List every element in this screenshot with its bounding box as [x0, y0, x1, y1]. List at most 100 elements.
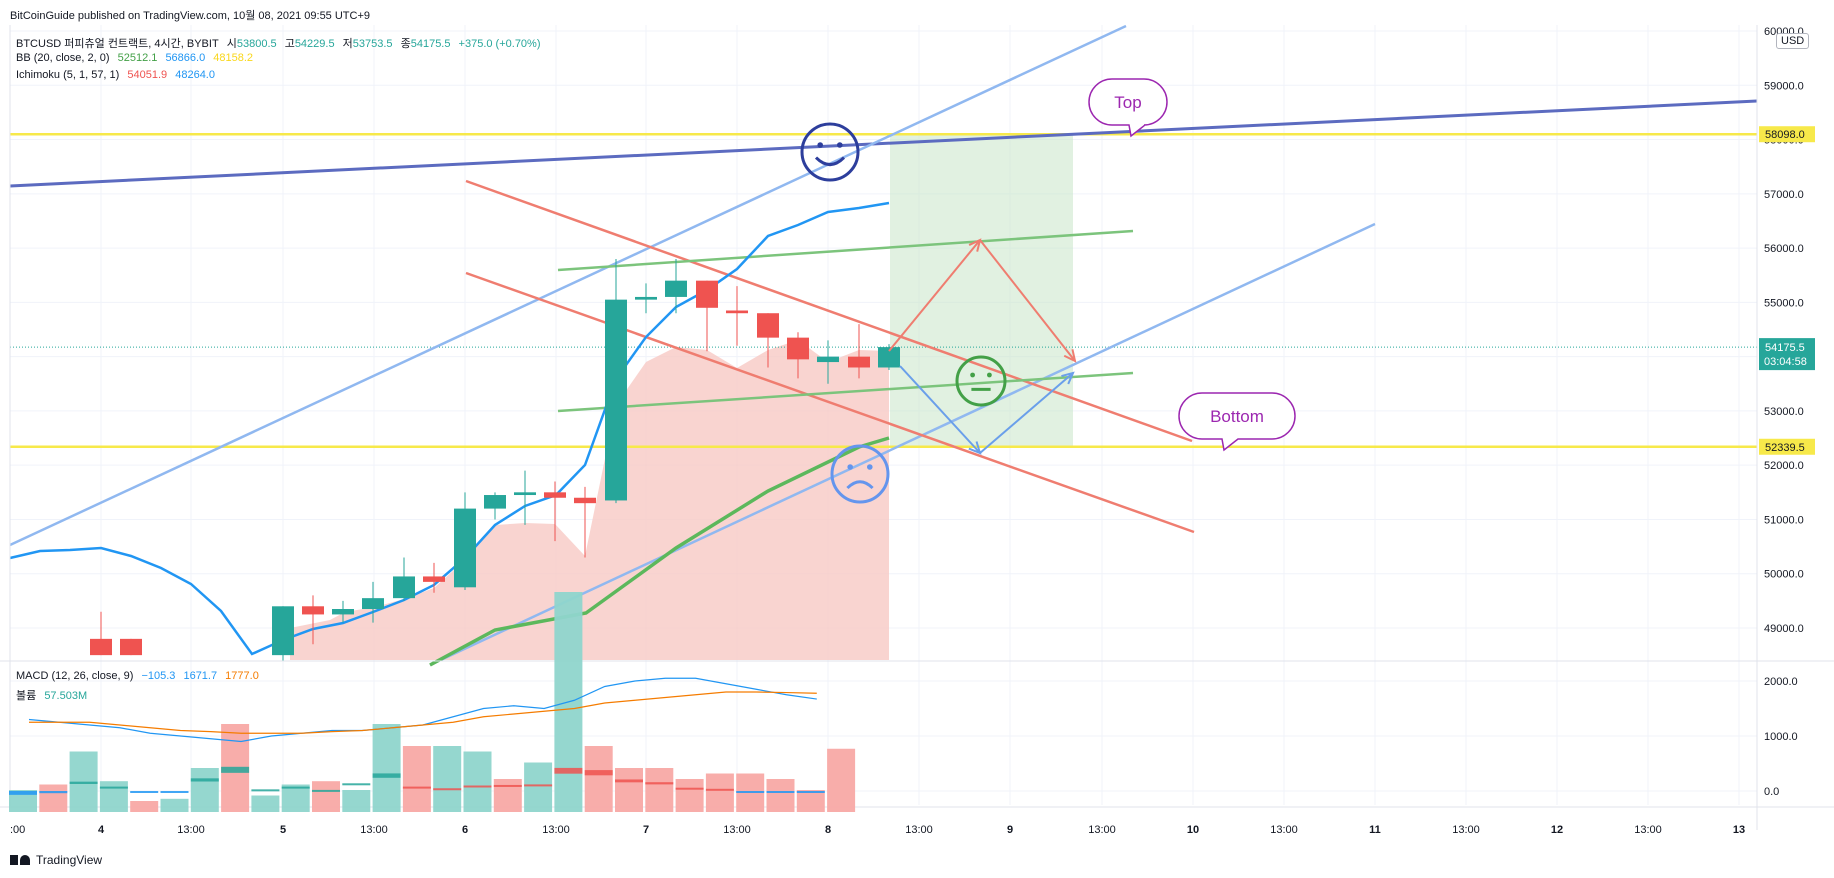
footer-brand[interactable]: TradingView — [10, 853, 102, 867]
legend-close-label: 종 — [400, 38, 411, 50]
legend-ichimoku-row[interactable]: Ichimoku (5, 1, 57, 1) 54051.9 48264.0 — [16, 69, 220, 81]
macd-hist-bar — [615, 779, 643, 783]
price-tick-label: 49000.0 — [1764, 623, 1804, 635]
neutral-smiley-icon-face — [955, 355, 1007, 407]
volume-bar — [796, 790, 825, 812]
volume-bar — [372, 724, 401, 812]
macd-hist-bar — [160, 791, 189, 793]
legend-low-label: 저 — [342, 38, 353, 50]
price-axis: 60000.059000.058000.057000.056000.055000… — [1764, 26, 1804, 635]
legend-ichimoku-v2: 48264.0 — [175, 69, 215, 81]
price-tick-label: 57000.0 — [1764, 189, 1804, 201]
volume-bar — [190, 768, 219, 812]
volume-bar — [705, 773, 734, 812]
volume-bar — [645, 768, 674, 812]
macd-hist-bar — [645, 782, 674, 785]
legend-volume-row[interactable]: 볼륨 57.503M — [16, 687, 92, 703]
green-upper-line — [557, 229, 1134, 272]
price-tick-label: 51000.0 — [1764, 514, 1804, 526]
legend-close: 54175.5 — [410, 38, 451, 50]
countdown-label: 03:04:58 — [1764, 356, 1807, 368]
time-tick-label: 10 — [1187, 824, 1199, 836]
lower-channel-line — [429, 222, 1376, 667]
time-tick-label: 13:00 — [1452, 824, 1480, 836]
candle-body — [605, 299, 627, 501]
macd-hist-bar — [736, 791, 765, 793]
volume-bar — [584, 746, 613, 812]
candle-body — [696, 280, 718, 308]
legend-bb-lower: 48158.2 — [213, 52, 254, 64]
recovery-projection-arrow — [979, 372, 1074, 454]
macd-hist-bar — [766, 791, 795, 793]
legend-symbol[interactable]: BTCUSD 퍼피츄얼 컨트랙트, 4시간, BYBIT — [16, 38, 219, 50]
macd-hist-bar — [402, 786, 431, 789]
bottom-callout: Bottom — [1178, 392, 1296, 452]
legend-change: +375.0 (+0.70%) — [458, 38, 541, 50]
lower-descending-line — [465, 271, 1195, 534]
time-tick-label: 9 — [1007, 824, 1013, 836]
time-axis: :00 4 13:00 5 13:00 6 13:00 7 13:00 8 13:00 9 13:00 1… — [10, 824, 1745, 836]
macd-hist-bar — [675, 787, 704, 790]
legend-bb-row[interactable]: BB (20, close, 2, 0) 52512.1 56866.0 481… — [16, 52, 258, 64]
candle-body — [848, 356, 870, 368]
macd-hist-bar — [251, 789, 280, 792]
time-tick-label: 5 — [280, 824, 286, 836]
sad-smiley-icon-eye-left — [847, 464, 853, 470]
ichimoku-cloud — [290, 340, 889, 660]
candle-body — [423, 576, 445, 582]
candle-body — [393, 576, 415, 599]
time-tick-label: 13:00 — [360, 824, 388, 836]
macd-hist-bar — [493, 784, 522, 787]
top-level-label: 58098.0 — [1765, 129, 1805, 141]
bottom-level-label: 52339.5 — [1765, 442, 1805, 454]
macd-hist-bar — [281, 786, 310, 789]
macd-hist-bar — [130, 791, 159, 793]
time-tick-label: 12 — [1551, 824, 1563, 836]
happy-smiley-icon-eye-left — [817, 142, 823, 148]
volume-bar — [281, 784, 310, 812]
sad-smiley-icon-face — [830, 444, 890, 504]
bottom-level-label-bg — [1759, 438, 1815, 455]
legend-open: 53800.5 — [236, 38, 277, 50]
upper-descending-line — [465, 179, 1193, 443]
legend-open-label: 시 — [226, 38, 237, 50]
target-zone-box — [890, 134, 1073, 447]
happy-smiley-icon — [800, 122, 860, 182]
macd-line — [28, 677, 817, 743]
footer-brand-label: TradingView — [36, 853, 103, 867]
top-callout: Top — [1088, 78, 1168, 138]
volume-bar — [433, 746, 462, 812]
legend-low: 53753.5 — [352, 38, 393, 50]
price-tick-label: 55000.0 — [1764, 297, 1804, 309]
legend-macd-row[interactable]: MACD (12, 26, close, 9) −105.3 1671.7 17… — [16, 670, 264, 682]
candle-body — [817, 356, 839, 363]
price-tick-label: 53000.0 — [1764, 406, 1804, 418]
macd-hist-bar — [312, 789, 340, 792]
macd-hist-bar — [705, 788, 734, 791]
down-projection-arrow — [979, 239, 1076, 362]
macd-pane — [9, 592, 856, 812]
legend-bb-upper: 56866.0 — [165, 52, 206, 64]
neutral-smiley-icon — [955, 355, 1007, 407]
bottom-callout-text: Bottom — [1210, 407, 1264, 426]
candle-body — [544, 492, 566, 498]
dip-projection-arrow — [899, 365, 981, 454]
time-tick-label: 4 — [98, 824, 105, 836]
top-callout-text: Top — [1114, 93, 1141, 112]
macd-hist-bar — [99, 786, 128, 789]
candle-body — [635, 296, 657, 300]
currency-badge[interactable]: USD — [1776, 33, 1810, 49]
legend-volume-value: 57.503M — [44, 690, 88, 702]
volume-bar — [766, 779, 795, 812]
legend-macd-line: 1671.7 — [183, 670, 218, 682]
legend-ichimoku-label: Ichimoku (5, 1, 57, 1) — [16, 69, 120, 81]
volume-bar — [402, 746, 431, 812]
volume-bar — [493, 779, 522, 812]
legend-volume-label: 볼륨 — [16, 690, 37, 702]
time-tick-label: 8 — [825, 824, 831, 836]
up-projection-arrow — [888, 239, 981, 352]
volume-bar — [39, 784, 68, 812]
volume-bar — [524, 762, 553, 812]
macd-tick-label: 2000.0 — [1764, 676, 1798, 688]
